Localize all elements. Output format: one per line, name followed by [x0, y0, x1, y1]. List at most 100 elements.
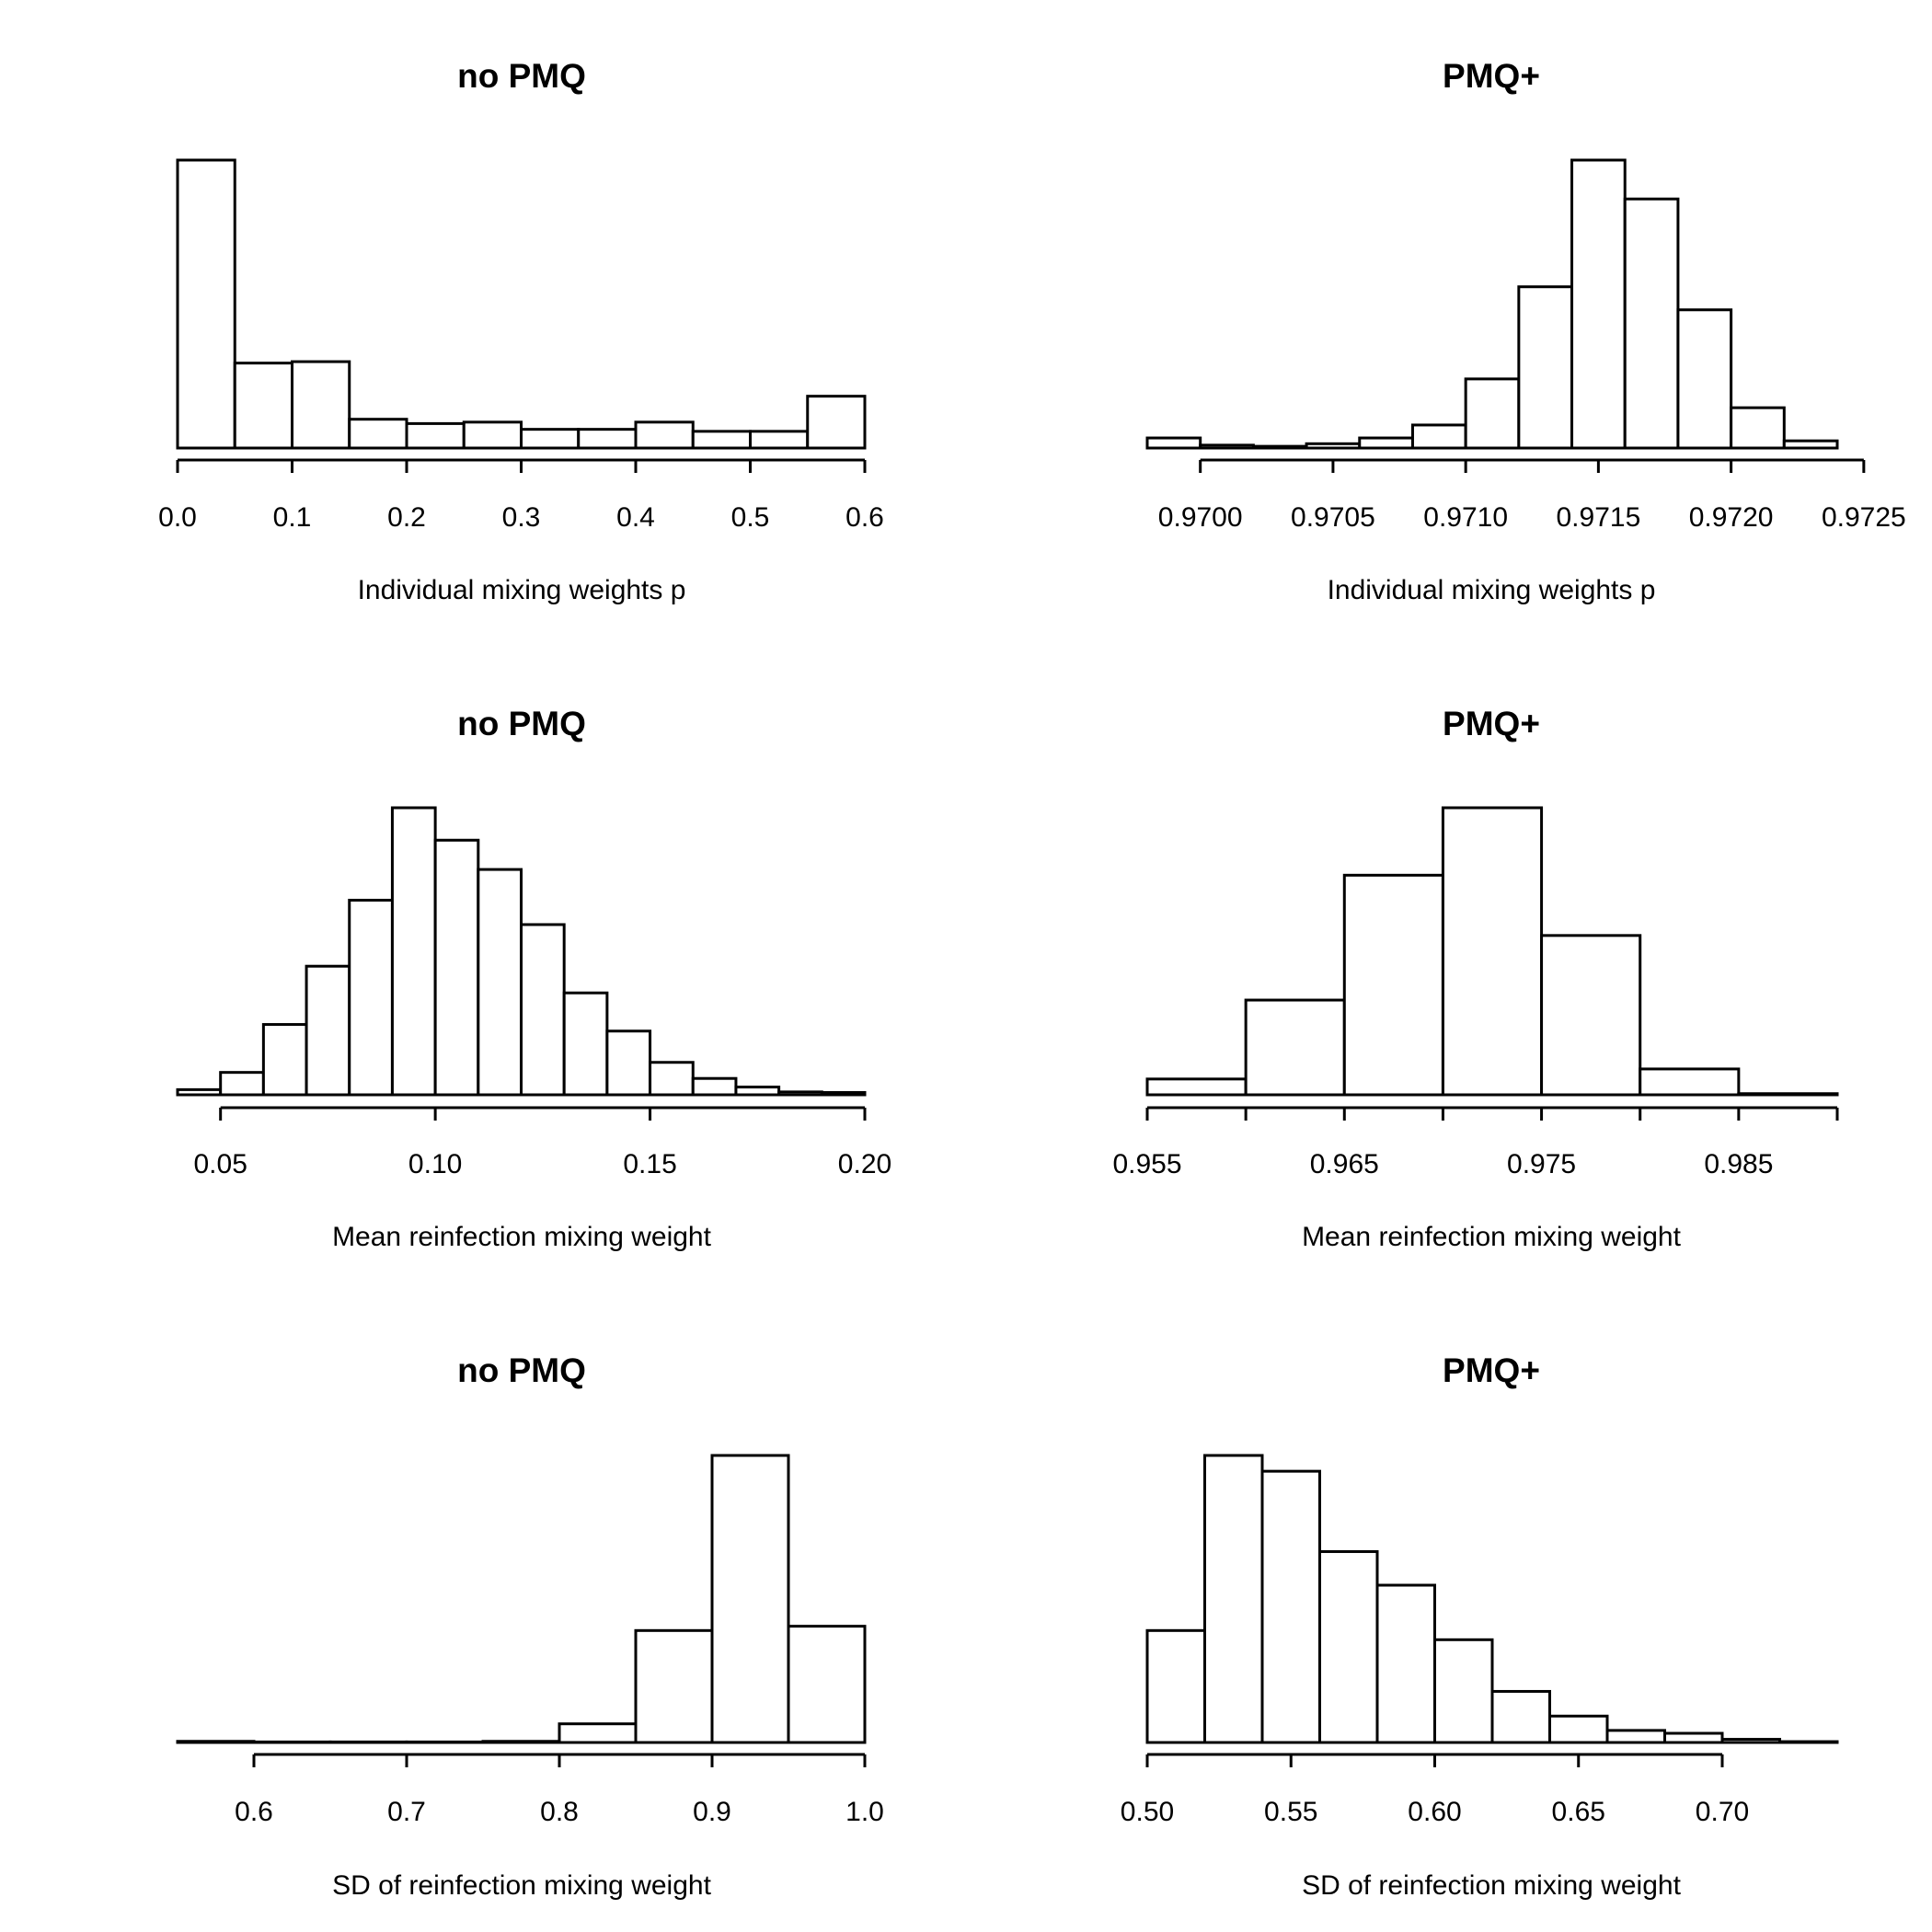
histogram-bar — [176, 158, 236, 450]
histogram-panel-1: no PMQ 0.0 0.1 0.2 0.3 0.4 0.5 0.6 Individual mi… — [158, 57, 884, 605]
histogram-bar — [1342, 873, 1444, 1097]
histogram-panel-4: PMQ+ 0.955 0.965 0.975 0.985 Mean reinfection… — [1112, 705, 1839, 1252]
histogram-bar — [691, 1076, 738, 1097]
x-tick-label: 0.55 — [1264, 1797, 1317, 1827]
x-tick-label: 0.5 — [731, 502, 770, 533]
histogram-bar — [1305, 442, 1362, 450]
x-tick-label: 0.6 — [845, 502, 884, 533]
x-tick-label: 0.9700 — [1158, 502, 1243, 533]
x-axis-label: Individual mixing weights p — [358, 575, 686, 605]
histogram-panel-3: no PMQ 0.05 0.10 0.15 0.20 Mean reinfection m… — [176, 705, 891, 1252]
histogram-bar — [787, 1625, 867, 1744]
histogram-bar — [1639, 1067, 1741, 1097]
histogram-bar — [1251, 444, 1308, 450]
chart-title: no PMQ — [457, 705, 586, 742]
histogram-bar — [649, 1061, 695, 1097]
histogram-bar — [1199, 443, 1255, 450]
histogram-bar — [1318, 1550, 1379, 1744]
histogram-bar — [1244, 998, 1346, 1097]
x-tick-label: 0.70 — [1696, 1797, 1749, 1827]
histogram-bar — [477, 868, 523, 1097]
histogram-bar — [605, 1029, 652, 1097]
histogram-bar — [577, 428, 638, 450]
histogram-bar — [710, 1454, 790, 1744]
x-tick-label: 0.20 — [838, 1149, 891, 1179]
histogram-bar — [1548, 1714, 1609, 1744]
histogram-bar — [820, 1091, 867, 1097]
x-tick-label: 0.0 — [158, 502, 197, 533]
histogram-bar — [1676, 308, 1733, 450]
histogram-bar — [520, 428, 581, 450]
histogram-panel-2: PMQ+ 0.9700 0.9705 0.9710 0.9715 0.9720 0.9725… — [1145, 57, 1906, 605]
x-tick-label: 0.8 — [540, 1797, 579, 1827]
histogram-bar — [1260, 1469, 1321, 1744]
x-axis-label: Individual mixing weights p — [1328, 575, 1656, 605]
x-tick-label: 0.3 — [502, 502, 541, 533]
histogram-bar — [1570, 158, 1627, 450]
histogram-bar — [749, 430, 810, 450]
x-tick-label: 0.60 — [1408, 1797, 1461, 1827]
x-tick-label: 0.65 — [1552, 1797, 1605, 1827]
histogram-bar — [1375, 1583, 1436, 1744]
x-tick-label: 0.9725 — [1822, 502, 1906, 533]
chart-title: PMQ+ — [1443, 705, 1540, 742]
x-tick-label: 0.9705 — [1291, 502, 1375, 533]
histogram-bar — [219, 1071, 265, 1097]
x-axis-label: SD of reinfection mixing weight — [332, 1870, 712, 1901]
x-tick-label: 0.15 — [623, 1149, 676, 1179]
histogram-bar — [520, 923, 566, 1097]
x-tick-label: 0.965 — [1310, 1149, 1379, 1179]
histogram-bar — [1358, 436, 1414, 450]
chart-title: PMQ+ — [1443, 1351, 1540, 1389]
x-tick-label: 1.0 — [845, 1797, 884, 1827]
histogram-bar — [1203, 1454, 1264, 1744]
histogram-bar — [1145, 1077, 1248, 1097]
histogram-bar — [390, 806, 437, 1097]
histogram-bar — [1517, 285, 1574, 450]
x-tick-label: 0.1 — [273, 502, 312, 533]
histogram-bar — [261, 1023, 308, 1097]
histogram-bar — [562, 991, 609, 1097]
histogram-bar — [1605, 1729, 1666, 1744]
x-tick-label: 0.955 — [1112, 1149, 1181, 1179]
histogram-bar — [634, 1628, 714, 1744]
x-tick-label: 0.7 — [387, 1797, 426, 1827]
x-tick-label: 0.50 — [1121, 1797, 1174, 1827]
histogram-bar — [691, 430, 752, 450]
x-tick-label: 0.975 — [1507, 1149, 1576, 1179]
histogram-bar — [1720, 1738, 1781, 1744]
x-tick-label: 0.2 — [387, 502, 426, 533]
x-axis-label: Mean reinfection mixing weight — [1302, 1222, 1682, 1252]
histogram-bar — [1730, 406, 1786, 450]
histogram-bar — [1623, 197, 1680, 450]
x-tick-label: 0.4 — [616, 502, 655, 533]
histogram-bar — [1410, 423, 1467, 450]
histogram-bar — [405, 421, 466, 450]
histogram-bar — [176, 1087, 223, 1097]
histogram-bar — [1441, 806, 1544, 1097]
histogram-bar — [1737, 1092, 1839, 1097]
histogram-bar — [348, 418, 408, 450]
histogram-bar — [1663, 1731, 1724, 1744]
histogram-bar — [291, 360, 351, 450]
histogram-bar — [1145, 436, 1202, 450]
histogram-panel-5: no PMQ 0.6 0.7 0.8 0.9 1.0 SD of reinfection m… — [176, 1351, 884, 1901]
histogram-bar — [348, 898, 394, 1097]
histogram-bar — [1145, 1628, 1206, 1744]
chart-title: no PMQ — [457, 1351, 586, 1389]
histogram-bar — [1540, 934, 1642, 1097]
histogram-bar — [1782, 439, 1839, 450]
x-axis-label: SD of reinfection mixing weight — [1302, 1870, 1682, 1901]
histogram-bar — [1433, 1638, 1494, 1744]
histogram-bar — [734, 1086, 781, 1097]
histogram-bar — [462, 420, 523, 450]
histogram-bar — [433, 838, 480, 1097]
x-tick-label: 0.10 — [408, 1149, 462, 1179]
histogram-bar — [634, 420, 695, 450]
histogram-bar — [1490, 1689, 1551, 1744]
x-tick-label: 0.9715 — [1557, 502, 1641, 533]
x-tick-label: 0.9 — [693, 1797, 731, 1827]
histogram-bar — [558, 1722, 638, 1744]
x-tick-label: 0.985 — [1704, 1149, 1773, 1179]
